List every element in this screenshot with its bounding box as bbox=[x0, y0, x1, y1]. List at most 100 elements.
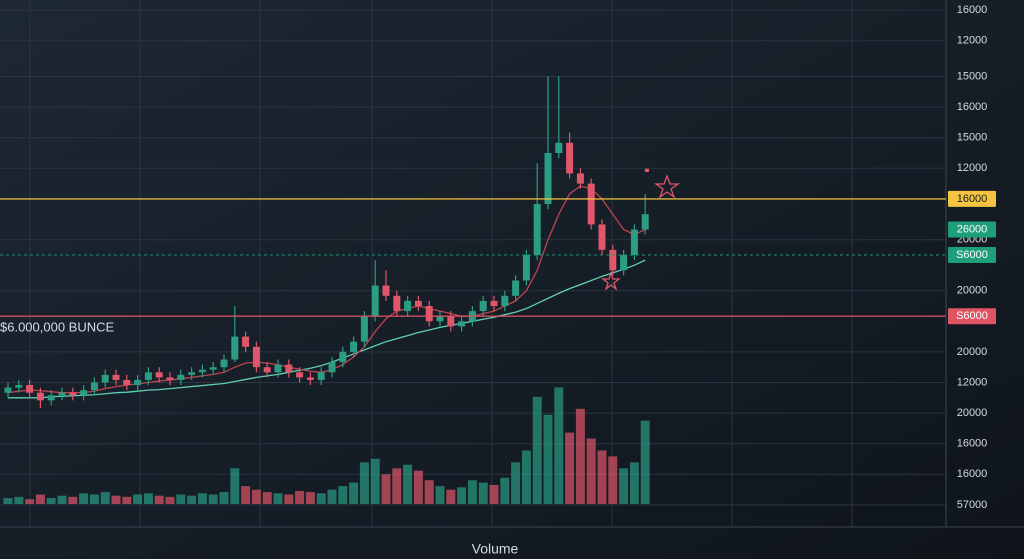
candle-body bbox=[436, 316, 444, 322]
volume-bar bbox=[111, 495, 121, 504]
y-tick-label: 57000 bbox=[957, 499, 988, 511]
volume-bar bbox=[230, 468, 240, 504]
candle-body bbox=[328, 362, 336, 373]
volume-bar bbox=[14, 496, 24, 504]
candle-body bbox=[198, 369, 206, 373]
price-label: 26000 bbox=[957, 223, 988, 235]
volume-bar bbox=[154, 495, 164, 504]
price-label: S6000 bbox=[956, 249, 988, 261]
volume-bar bbox=[251, 489, 261, 504]
volume-bar bbox=[640, 420, 650, 504]
candle-body bbox=[479, 300, 487, 312]
candle-body bbox=[360, 316, 368, 342]
volume-bar bbox=[25, 499, 35, 504]
volume-bar bbox=[219, 492, 229, 504]
volume-bar bbox=[89, 494, 99, 504]
volume-bar bbox=[619, 468, 629, 504]
volume-bar bbox=[403, 464, 413, 504]
candle-body bbox=[598, 224, 606, 250]
volume-bar bbox=[500, 477, 510, 504]
volume-bar bbox=[338, 486, 348, 504]
volume-bar bbox=[187, 495, 197, 504]
candle-body bbox=[80, 390, 88, 396]
y-tick-label: 12000 bbox=[957, 162, 988, 174]
volume-bar bbox=[262, 492, 272, 504]
candle-body bbox=[371, 285, 379, 317]
candle-body bbox=[512, 280, 520, 296]
candle-body bbox=[26, 385, 34, 393]
volume-bar bbox=[284, 494, 294, 504]
candle-body bbox=[58, 392, 66, 396]
candle-body bbox=[252, 346, 260, 368]
volume-label: Volume bbox=[472, 541, 519, 557]
volume-bar bbox=[197, 493, 207, 504]
volume-bar bbox=[122, 496, 132, 504]
y-tick-label: 20000 bbox=[957, 407, 988, 419]
volume-bar bbox=[575, 408, 585, 504]
candle-body bbox=[101, 374, 109, 383]
candle-body bbox=[112, 374, 120, 380]
candle-body bbox=[425, 306, 433, 322]
volume-bar bbox=[554, 387, 564, 504]
volume-bar bbox=[68, 496, 78, 504]
volume-bar bbox=[176, 494, 186, 504]
volume-bar bbox=[381, 474, 391, 504]
candle-body bbox=[576, 173, 584, 184]
candle-body bbox=[285, 364, 293, 373]
candle-body bbox=[458, 321, 466, 327]
candle-body bbox=[414, 300, 422, 306]
y-tick-label: 15000 bbox=[957, 132, 988, 144]
candle-body bbox=[36, 392, 44, 401]
volume-bar bbox=[608, 456, 618, 504]
candle-body bbox=[47, 395, 55, 401]
volume-bar bbox=[586, 438, 596, 504]
candle-body bbox=[501, 295, 509, 306]
markers bbox=[601, 168, 681, 291]
candle-body bbox=[620, 255, 628, 271]
volume-bar bbox=[305, 492, 315, 504]
volume-bar bbox=[3, 498, 13, 504]
volume-bar bbox=[446, 489, 456, 504]
price-label-box bbox=[948, 190, 996, 207]
volume-bar bbox=[521, 450, 531, 504]
candle-body bbox=[317, 372, 325, 380]
volume-bar bbox=[273, 493, 283, 504]
candle-body bbox=[242, 336, 250, 347]
candle-body bbox=[404, 300, 412, 312]
volume-bar bbox=[370, 458, 380, 504]
volume-bar bbox=[478, 482, 488, 504]
volume-bar bbox=[208, 494, 218, 504]
candle-body bbox=[231, 336, 239, 360]
candle-body bbox=[296, 372, 304, 378]
volume-bar bbox=[532, 396, 542, 504]
y-tick-label: 16000 bbox=[957, 438, 988, 450]
volume-bar bbox=[100, 492, 110, 504]
volume-bar bbox=[543, 414, 553, 504]
y-tick-label: 20000 bbox=[957, 285, 988, 297]
volume-bar bbox=[143, 493, 153, 504]
volume-bar bbox=[316, 493, 326, 504]
candle-body bbox=[69, 392, 77, 396]
volume-bar bbox=[327, 489, 337, 504]
candle-body bbox=[209, 367, 217, 370]
y-tick-label: 12000 bbox=[957, 35, 988, 47]
price-label: 16000 bbox=[957, 193, 988, 205]
volume-bar bbox=[597, 450, 607, 504]
candle-body bbox=[393, 295, 401, 312]
candle-body bbox=[123, 379, 131, 386]
price-label-box bbox=[948, 247, 996, 263]
volume-bar bbox=[349, 482, 359, 504]
y-tick-label: 16000 bbox=[957, 4, 988, 16]
volume-bar bbox=[629, 462, 639, 504]
volume-bar bbox=[241, 486, 251, 504]
price-label-box bbox=[948, 221, 996, 238]
y-tick-label: 20000 bbox=[957, 346, 988, 358]
candle-body bbox=[566, 142, 574, 174]
volume-bar bbox=[467, 480, 477, 504]
y-tick-label: 15000 bbox=[957, 70, 988, 82]
moving-average bbox=[8, 259, 646, 399]
candle-body bbox=[90, 382, 98, 391]
volume-bar bbox=[359, 462, 369, 504]
y-tick-label: 16000 bbox=[957, 101, 988, 113]
